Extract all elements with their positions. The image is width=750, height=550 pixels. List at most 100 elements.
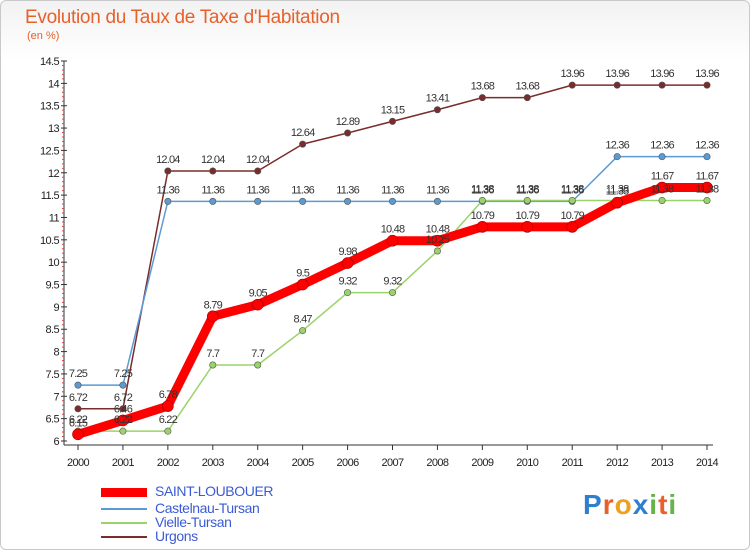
logo-letter: i (668, 489, 678, 520)
legend-label-castelnau-tursan: Castelnau-Tursan (155, 500, 260, 516)
data-point (164, 197, 172, 205)
data-point (703, 153, 711, 161)
data-point (613, 81, 621, 89)
data-label: 10.79 (560, 210, 584, 222)
y-tick-label: 6.5 (46, 414, 60, 426)
data-label: 8.47 (294, 314, 313, 326)
data-point (341, 257, 354, 269)
data-point (296, 278, 309, 291)
x-tick-label: 2001 (112, 457, 135, 469)
x-tick-label: 2000 (67, 457, 90, 469)
x-tick-label: 2010 (516, 457, 539, 469)
data-label: 6.22 (69, 414, 88, 426)
data-label: 13.96 (560, 68, 584, 80)
y-tick-label: 8.5 (46, 324, 60, 336)
x-tick-label: 2009 (471, 457, 494, 469)
data-label: 9.32 (338, 276, 357, 288)
data-label: 11.36 (201, 184, 224, 196)
x-tick-label: 2004 (247, 457, 270, 469)
data-point (74, 381, 82, 389)
x-tick-label: 2003 (202, 457, 225, 469)
data-label: 12.36 (605, 140, 629, 152)
data-label: 6.22 (114, 414, 133, 426)
y-tick-label: 14.5 (40, 56, 59, 68)
data-label: 7.7 (251, 348, 265, 360)
chart-axes: 6 6.5 7 7.5 8 8.5 9 9.5 10 10.5 11 11.5 12 12.5 13 13.5… (40, 56, 719, 469)
x-tick-label: 2012 (606, 457, 629, 469)
legend-swatch-castelnau-tursan (101, 508, 147, 510)
data-label: 13.68 (516, 81, 540, 93)
logo-letter: r (602, 489, 615, 520)
data-label: 10.48 (426, 224, 450, 236)
data-label: 10.48 (381, 224, 405, 236)
data-label: 12.89 (336, 116, 360, 128)
data-label: 13.96 (605, 68, 629, 80)
y-tick-label: 11 (49, 212, 60, 224)
data-point (703, 81, 711, 89)
data-point (523, 94, 531, 102)
data-point (254, 361, 262, 369)
data-label: 12.36 (650, 140, 674, 152)
data-point (206, 310, 219, 323)
data-label: 11.67 (651, 171, 674, 183)
data-point (299, 140, 307, 148)
data-label: 11.36 (336, 184, 359, 196)
x-tick-label: 2007 (381, 457, 404, 469)
data-label: 11.36 (426, 184, 449, 196)
data-point (119, 381, 127, 389)
data-point (162, 400, 174, 412)
data-label: 12.64 (291, 127, 315, 139)
data-label: 13.41 (426, 93, 450, 105)
legend-label-vielle-tursan: Vielle-Tursan (155, 514, 232, 530)
data-point (388, 197, 396, 205)
legend-label-saint-loubouer: SAINT-LOUBOUER (155, 483, 274, 499)
y-tick-label: 13.5 (40, 101, 59, 113)
data-point (701, 181, 713, 194)
y-tick-label: 6 (53, 436, 59, 448)
data-point (658, 196, 666, 204)
y-tick-label: 8 (53, 347, 59, 359)
data-point (386, 234, 399, 247)
data-point (568, 196, 576, 204)
data-point (656, 181, 668, 194)
data-label: 9.32 (383, 276, 402, 288)
data-label: 10.79 (471, 210, 495, 222)
data-point (433, 197, 441, 205)
data-point (521, 221, 534, 233)
data-point (388, 117, 396, 125)
data-label: 7.25 (114, 368, 133, 380)
legend-swatch-urgons (101, 536, 147, 538)
data-point (431, 234, 444, 247)
data-label: 11.36 (471, 184, 494, 196)
legend-swatch-vielle-tursan (101, 522, 147, 524)
data-point (209, 197, 217, 205)
data-label: 12.04 (156, 154, 180, 166)
proxiti-logo: Proxiti (583, 489, 677, 521)
data-point (119, 405, 127, 413)
data-label: 11.38 (516, 183, 539, 195)
data-label: 11.38 (561, 183, 584, 195)
logo-letter: i (649, 489, 659, 520)
data-point (344, 197, 352, 205)
data-label: 6.46 (114, 403, 133, 415)
data-point (388, 289, 396, 297)
x-tick-label: 2011 (562, 457, 584, 469)
data-label: 11.67 (696, 171, 719, 183)
data-point (613, 153, 621, 161)
data-point (476, 221, 489, 233)
data-label: 9.98 (338, 246, 357, 258)
y-tick-label: 13 (48, 123, 60, 135)
data-label: 11.36 (246, 184, 269, 196)
data-label: 6.72 (114, 392, 133, 404)
y-tick-label: 7.5 (46, 369, 60, 381)
logo-letter: x (632, 489, 650, 520)
data-point (611, 196, 623, 209)
data-point (433, 247, 441, 255)
x-tick-label: 2002 (157, 457, 180, 469)
data-point (478, 94, 486, 102)
data-label: 11.36 (156, 184, 179, 196)
data-label: 11.33 (606, 186, 629, 198)
x-tick-label: 2006 (337, 457, 360, 469)
series-layer (72, 81, 713, 441)
